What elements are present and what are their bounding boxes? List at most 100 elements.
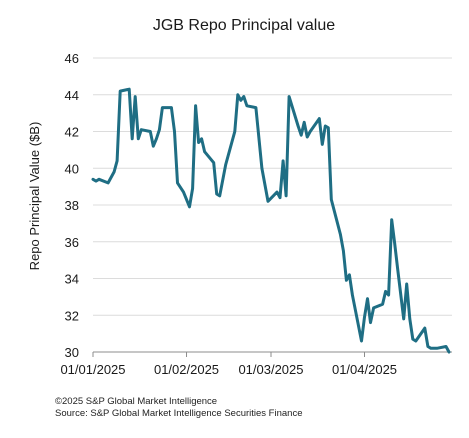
data-point [435,347,439,350]
data-point [324,124,327,128]
data-point [390,218,393,221]
data-point [112,170,116,174]
y-tick-label: 36 [65,235,79,250]
data-point [115,159,119,163]
data-point [351,293,354,297]
data-point [137,137,140,140]
data-point [411,337,414,341]
gridlines [93,57,452,353]
data-point [170,106,173,109]
data-point [330,198,333,201]
y-axis-label: Repo Principal Value ($B) [27,122,42,271]
data-point [393,242,396,245]
data-point [212,161,215,164]
x-axis-ticks: 01/01/2025 01/02/2025 01/03/2025 01/04/2025 [60,352,397,377]
data-point [200,137,203,140]
y-tick-label: 34 [65,272,79,287]
data-point [106,181,110,185]
data-point [173,130,176,133]
x-tick-label: 01/04/2025 [332,362,397,377]
data-point [161,106,164,109]
data-point [191,187,194,190]
y-tick-label: 40 [65,161,79,176]
data-point [360,339,363,343]
y-axis-ticks: 30 32 34 36 38 40 42 44 46 [65,51,79,360]
data-point [429,347,433,350]
data-point [300,134,303,137]
data-point [348,273,351,276]
data-point [296,124,300,128]
data-point [318,117,321,120]
data-point [239,99,242,102]
data-point [339,233,342,236]
data-point [372,306,375,310]
data-point [284,194,288,197]
x-tick-label: 01/03/2025 [238,362,303,377]
data-point [134,95,137,98]
source-text: Source: S&P Global Market Intelligence S… [55,408,303,419]
y-tick-label: 42 [65,125,79,140]
data-point [366,297,369,300]
data-point [414,339,417,343]
data-point [345,279,348,282]
data-point [384,290,387,293]
data-point [396,268,399,271]
data-point [275,190,279,194]
data-point [408,317,411,321]
data-point [119,89,122,93]
data-point [423,326,426,330]
data-point [266,200,270,203]
data-point [236,93,239,97]
data-point [188,205,191,208]
data-point [260,167,264,170]
data-point [369,321,372,324]
y-tick-label: 46 [65,51,79,66]
data-point [242,95,245,98]
data-point [149,130,152,133]
copyright-text: ©2025 S&P Global Market Intelligence [55,396,218,407]
data-point [155,137,158,140]
data-point [131,137,134,140]
data-point [363,315,366,319]
y-tick-label: 32 [65,308,79,323]
data-point [426,345,430,348]
y-tick-label: 44 [65,88,79,103]
data-point [245,104,249,108]
data-point [387,293,390,297]
data-point [152,145,155,148]
data-point [342,249,345,253]
y-tick-label: 38 [65,198,79,213]
data-point [309,130,312,133]
data-point [381,303,384,306]
data-point [303,121,306,124]
data-point [97,178,101,181]
data-point [182,190,185,194]
data-point [447,350,451,354]
data-point [281,159,285,163]
data-point [176,181,179,185]
data-point [218,194,221,197]
data-point [128,88,131,91]
data-point [224,163,227,166]
chart-title: JGB Repo Principal value [153,17,335,34]
data-point [444,345,448,348]
data-point [94,179,98,183]
data-point [254,106,258,109]
data-point [91,178,95,181]
data-point [402,317,405,321]
x-tick-label: 01/01/2025 [60,362,125,377]
data-point [158,128,161,131]
data-point [194,104,197,108]
data-point [203,150,206,153]
data-point [306,135,309,139]
series-layer [91,87,451,354]
data-point [321,143,324,146]
data-point [287,95,291,98]
data-point [405,282,408,286]
data-point [215,192,218,196]
data-point [327,126,330,129]
data-point [140,128,143,131]
data-point [197,141,200,144]
x-tick-label: 01/02/2025 [154,362,219,377]
